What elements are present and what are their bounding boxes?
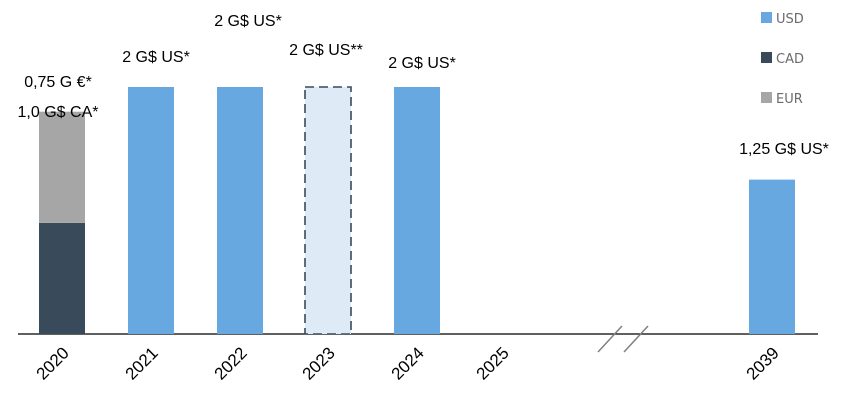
legend-swatch-eur — [761, 92, 772, 103]
x-tick-label-2039: 2039 — [743, 343, 783, 383]
bar-usd-2021 — [128, 87, 174, 334]
bar-eur-2020 — [39, 111, 85, 223]
legend-label-cad: CAD — [776, 52, 804, 67]
legend-label-eur: EUR — [776, 92, 803, 107]
axis-break-mark-2 — [623, 325, 649, 353]
bar-usd-2024 — [394, 87, 440, 334]
axis-break — [597, 325, 649, 353]
data-label-2039-1: 1,25 G$ US* — [739, 141, 829, 158]
legend-swatch-cad — [761, 52, 772, 63]
x-tick-labels: 2020 2021 2022 2023 2024 2025 2039 — [33, 343, 783, 383]
legend-swatch-usd — [761, 12, 772, 23]
data-label-2020-2: 1,0 G$ CA* — [18, 104, 99, 121]
x-tick-label-2021: 2021 — [122, 343, 162, 383]
x-tick-label-2023: 2023 — [299, 343, 339, 383]
bars-layer — [39, 86, 795, 335]
x-tick-label-2024: 2024 — [388, 343, 428, 383]
bar-usd-2022 — [217, 87, 263, 334]
data-label-2020-1: 0,75 G €* — [24, 74, 92, 91]
axis-break-mark-1 — [597, 325, 623, 353]
data-label-2024-1: 2 G$ US* — [388, 55, 456, 72]
legend-label-usd: USD — [776, 12, 804, 27]
data-label-2023-1: 2 G$ US** — [289, 42, 363, 59]
data-label-2021-1: 2 G$ US* — [122, 49, 190, 66]
bar-usd-2023 — [304, 86, 352, 335]
legend: USD CAD EUR — [761, 12, 804, 107]
x-tick-label-2025: 2025 — [473, 343, 513, 383]
x-tick-label-2020: 2020 — [33, 343, 73, 383]
data-label-2022-1: 2 G$ US* — [214, 13, 282, 30]
bar-usd-2039 — [749, 179, 795, 334]
bar-cad-2020 — [39, 222, 85, 334]
data-labels-layer: 0,75 G €* 1,0 G$ CA* 2 G$ US* 2 G$ US* 2 G$ … — [18, 13, 829, 158]
x-tick-label-2022: 2022 — [211, 343, 251, 383]
